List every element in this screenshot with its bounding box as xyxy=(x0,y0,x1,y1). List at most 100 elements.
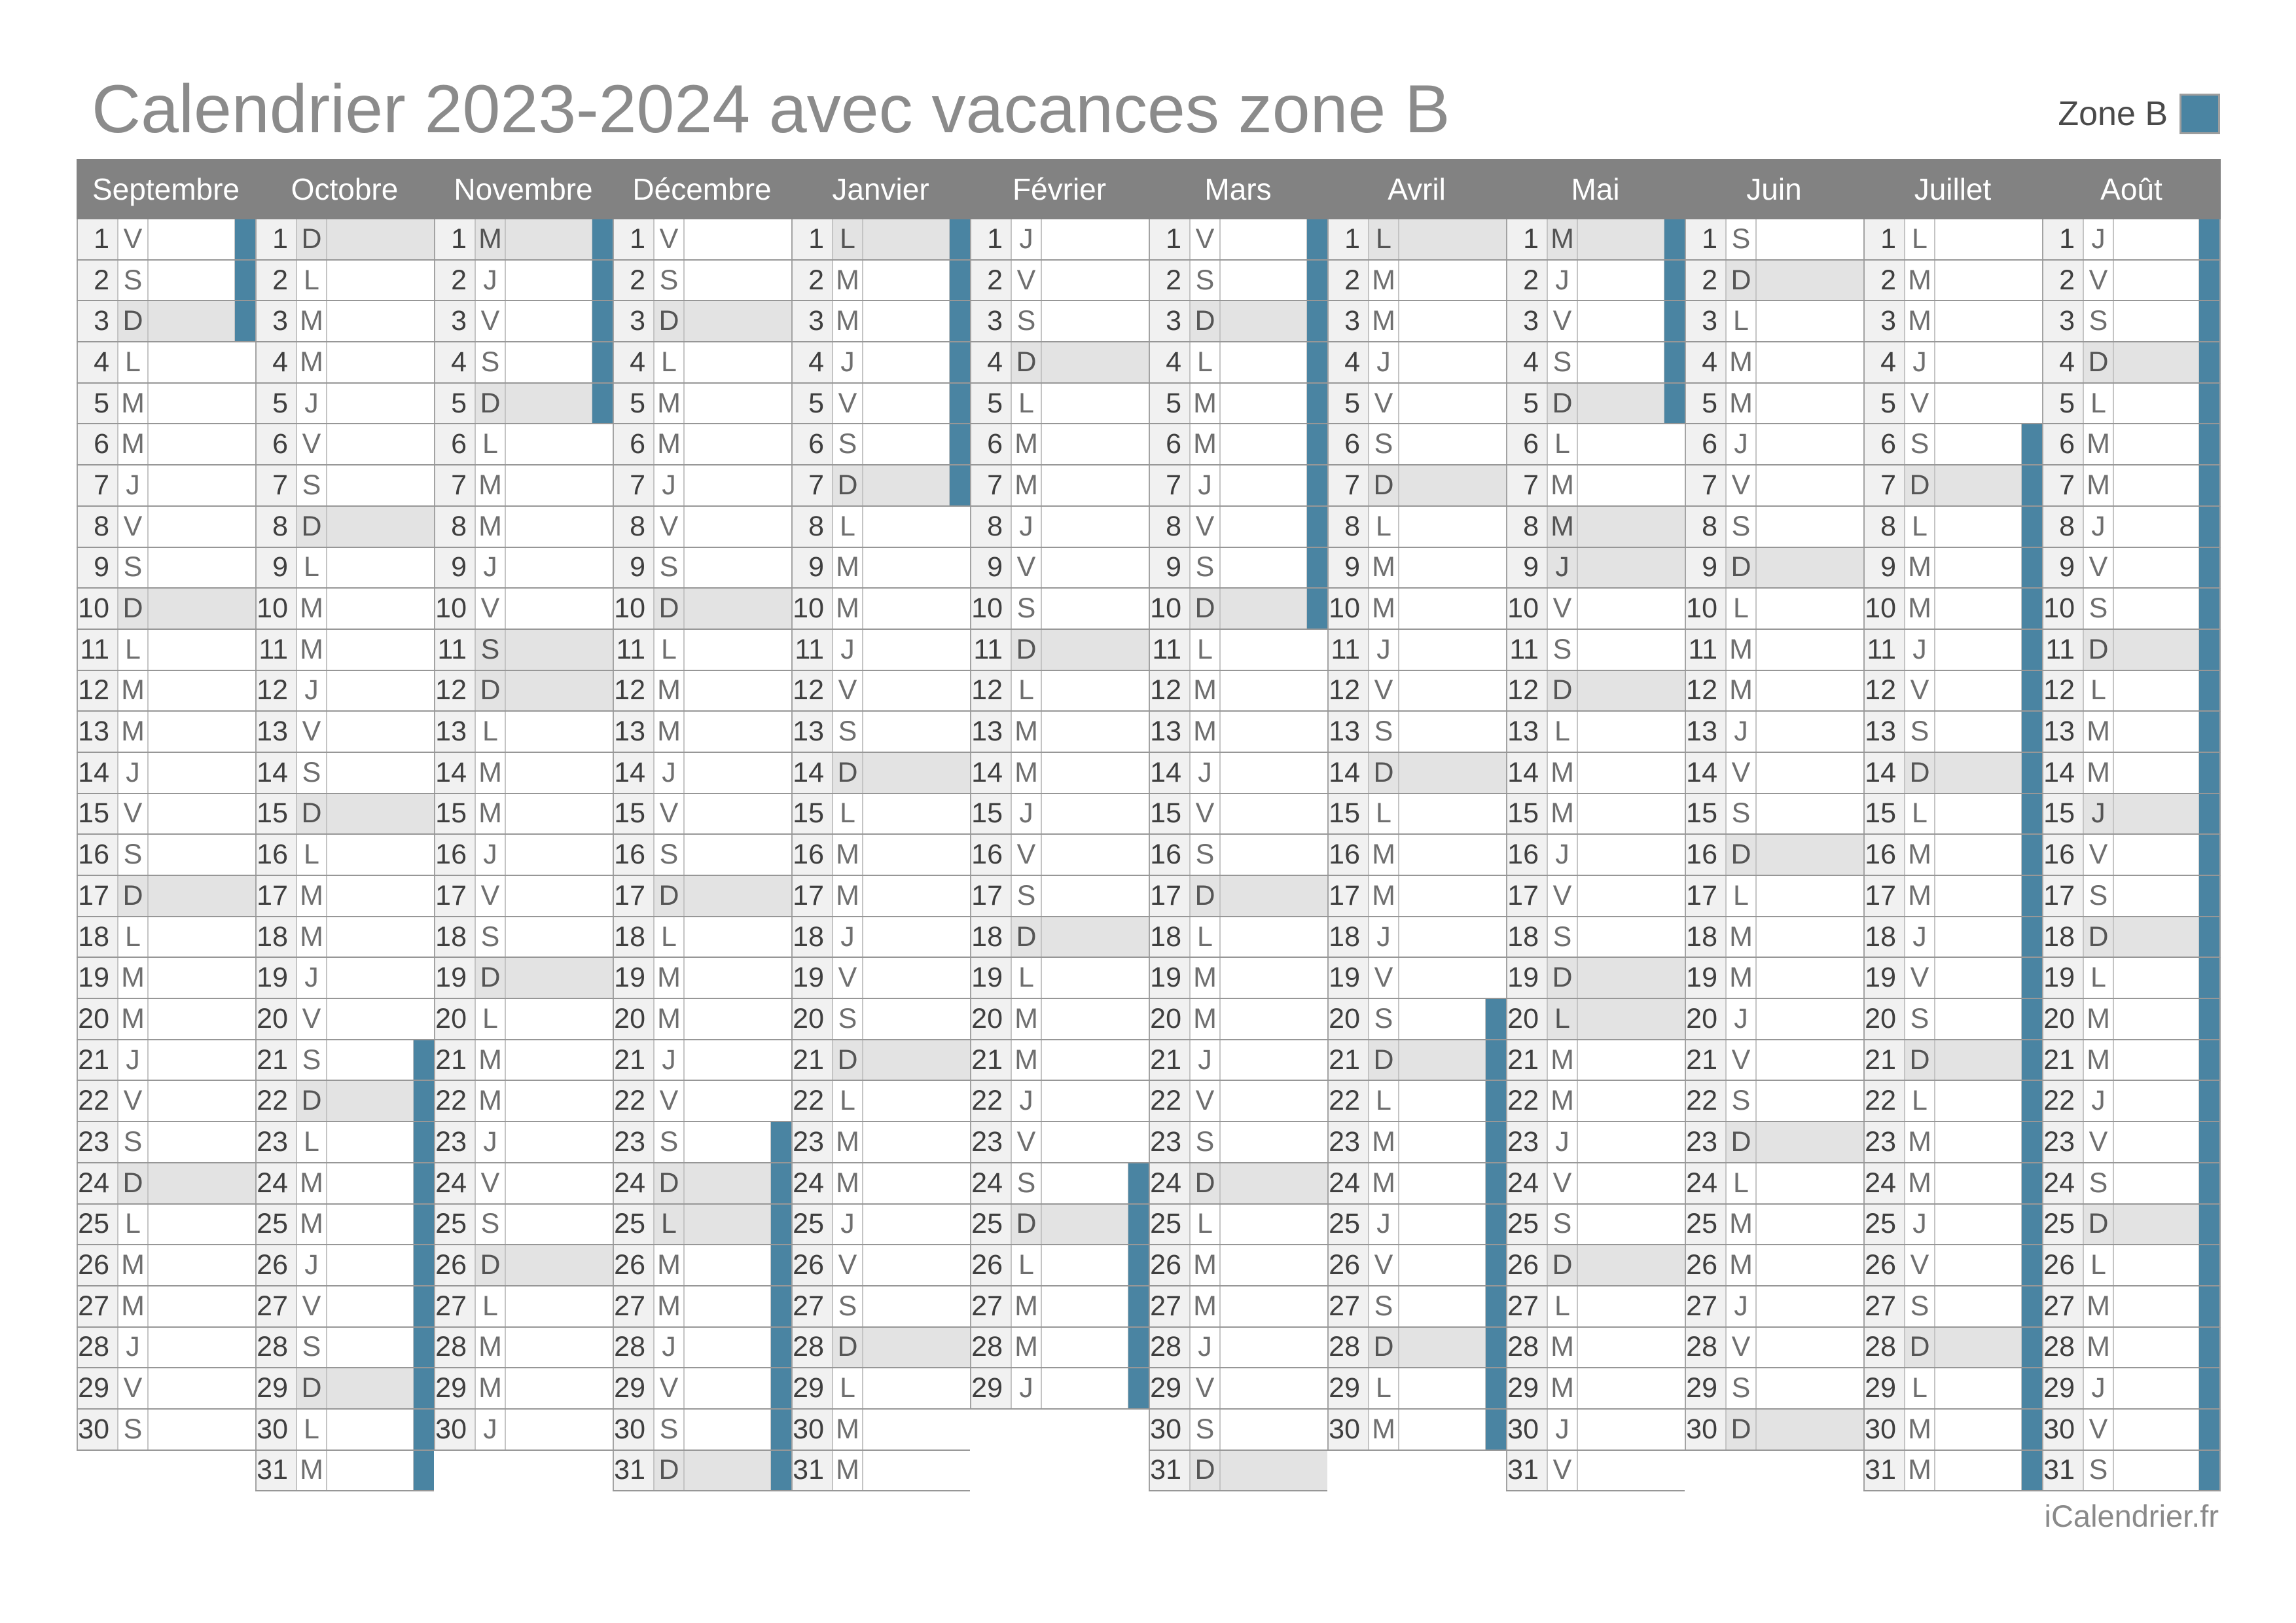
vacation-bar xyxy=(1306,383,1327,424)
day-number: 20 xyxy=(613,999,655,1039)
day-letter: L xyxy=(1012,1245,1042,1285)
day-row-mai-26: 26 D xyxy=(1506,1245,1685,1286)
day-number: 5 xyxy=(1506,383,1548,424)
day-letter: L xyxy=(1905,1081,1935,1122)
day-number: 17 xyxy=(1863,876,1905,916)
vacation-bar xyxy=(2021,712,2042,752)
day-letter: L xyxy=(1012,383,1042,424)
day-row-mars-29: 29 V xyxy=(1149,1368,1327,1410)
day-cell xyxy=(685,1450,770,1491)
day-row-avril-11: 11 J xyxy=(1327,629,1506,671)
day-letter: V xyxy=(1548,876,1578,916)
vacation-bar xyxy=(2198,1122,2219,1162)
day-letter: J xyxy=(1369,629,1399,670)
day-number: 17 xyxy=(970,876,1012,916)
vacation-bar xyxy=(1485,1204,1506,1245)
day-letter: S xyxy=(2084,1450,2114,1491)
day-row-decembre-25: 25 L xyxy=(613,1204,791,1246)
day-number: 16 xyxy=(434,835,476,875)
day-letter: S xyxy=(1727,1368,1757,1408)
day-letter: M xyxy=(1727,917,1757,957)
day-number: 14 xyxy=(434,752,476,793)
day-cell xyxy=(1935,917,2021,957)
day-cell xyxy=(1399,383,1506,424)
day-row-septembre-13: 13 M xyxy=(77,712,255,753)
day-letter: M xyxy=(1012,752,1042,793)
day-cell xyxy=(1757,1286,1863,1326)
day-letter: J xyxy=(2084,1368,2114,1408)
day-letter: V xyxy=(2084,260,2114,301)
day-letter: V xyxy=(1191,1081,1221,1122)
day-cell xyxy=(1757,1081,1863,1122)
calendar-header: Septembre Octobre Novembre Décembre Janvier F… xyxy=(77,159,2221,219)
day-letter: D xyxy=(1905,1327,1935,1368)
day-row-fevrier-25: 25 D xyxy=(970,1204,1149,1246)
day-number: 16 xyxy=(613,835,655,875)
day-letter: M xyxy=(655,999,685,1039)
day-number: 3 xyxy=(1149,301,1191,342)
day-cell xyxy=(1757,1245,1863,1285)
site-credit-link[interactable]: iCalendrier.fr xyxy=(2044,1499,2219,1533)
day-cell xyxy=(863,589,970,629)
day-row-juin-26: 26 M xyxy=(1685,1245,1863,1286)
day-cell xyxy=(2114,712,2198,752)
day-row-janvier-22: 22 L xyxy=(791,1081,970,1123)
day-letter: L xyxy=(833,793,863,834)
day-letter: M xyxy=(1905,547,1935,588)
day-letter: D xyxy=(297,1081,327,1122)
day-cell xyxy=(1578,1122,1685,1162)
day-row-aout-19: 19 L xyxy=(2042,958,2221,1000)
day-number: 2 xyxy=(1506,260,1548,301)
day-row-septembre-29: 29 V xyxy=(77,1368,255,1410)
vacation-bar xyxy=(1306,465,1327,505)
day-row-mai-24: 24 V xyxy=(1506,1163,1685,1205)
day-letter: M xyxy=(1548,1368,1578,1408)
day-cell xyxy=(1399,1204,1485,1245)
vacation-bar xyxy=(949,465,970,505)
day-row-mars-30: 30 S xyxy=(1149,1409,1327,1451)
day-letter: L xyxy=(1191,629,1221,670)
day-number: 28 xyxy=(970,1327,1012,1368)
day-cell xyxy=(149,1327,255,1368)
day-number: 2 xyxy=(1149,260,1191,301)
day-letter: M xyxy=(1548,506,1578,547)
day-row-septembre-18: 18 L xyxy=(77,917,255,958)
day-letter: M xyxy=(1727,1245,1757,1285)
day-row-juillet-28: 28 D xyxy=(1863,1327,2042,1369)
day-cell xyxy=(2114,629,2198,670)
day-letter: M xyxy=(2084,424,2114,465)
day-number: 3 xyxy=(791,301,833,342)
day-letter: J xyxy=(2084,793,2114,834)
day-number: 19 xyxy=(1327,958,1369,998)
day-letter: M xyxy=(2084,999,2114,1039)
day-letter: L xyxy=(655,629,685,670)
day-row-octobre-10: 10 M xyxy=(255,589,434,630)
day-number: 22 xyxy=(1685,1081,1727,1122)
day-letter: M xyxy=(1727,958,1757,998)
day-letter: D xyxy=(655,876,685,916)
day-cell xyxy=(1399,1245,1485,1285)
day-letter: S xyxy=(476,1204,506,1245)
day-letter: M xyxy=(1012,999,1042,1039)
day-cell xyxy=(506,219,592,259)
day-cell xyxy=(685,793,791,834)
day-cell xyxy=(1578,917,1685,957)
day-row-juin-20: 20 J xyxy=(1685,999,1863,1040)
vacation-bar xyxy=(1485,1286,1506,1326)
vacation-bar xyxy=(2198,1409,2219,1450)
vacation-bar xyxy=(2198,793,2219,834)
day-letter: D xyxy=(118,589,149,629)
day-cell xyxy=(327,712,434,752)
day-row-septembre-20: 20 M xyxy=(77,999,255,1040)
day-row-fevrier-10: 10 S xyxy=(970,589,1149,630)
day-number: 30 xyxy=(791,1409,833,1450)
day-row-juin-19: 19 M xyxy=(1685,958,1863,1000)
day-letter: M xyxy=(2084,1286,2114,1326)
day-row-decembre-20: 20 M xyxy=(613,999,791,1040)
